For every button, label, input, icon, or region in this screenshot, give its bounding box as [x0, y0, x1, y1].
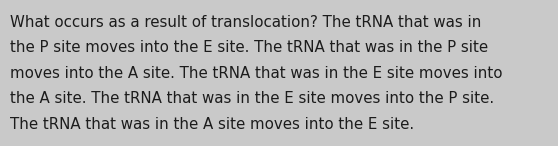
Text: The tRNA that was in the A site moves into the E site.: The tRNA that was in the A site moves in… [10, 117, 414, 132]
Text: moves into the A site. The tRNA that was in the E site moves into: moves into the A site. The tRNA that was… [10, 66, 503, 81]
Text: the A site. The tRNA that was in the E site moves into the P site.: the A site. The tRNA that was in the E s… [10, 91, 494, 106]
Text: the P site moves into the E site. The tRNA that was in the P site: the P site moves into the E site. The tR… [10, 40, 488, 55]
Text: What occurs as a result of translocation? The tRNA that was in: What occurs as a result of translocation… [10, 15, 482, 30]
